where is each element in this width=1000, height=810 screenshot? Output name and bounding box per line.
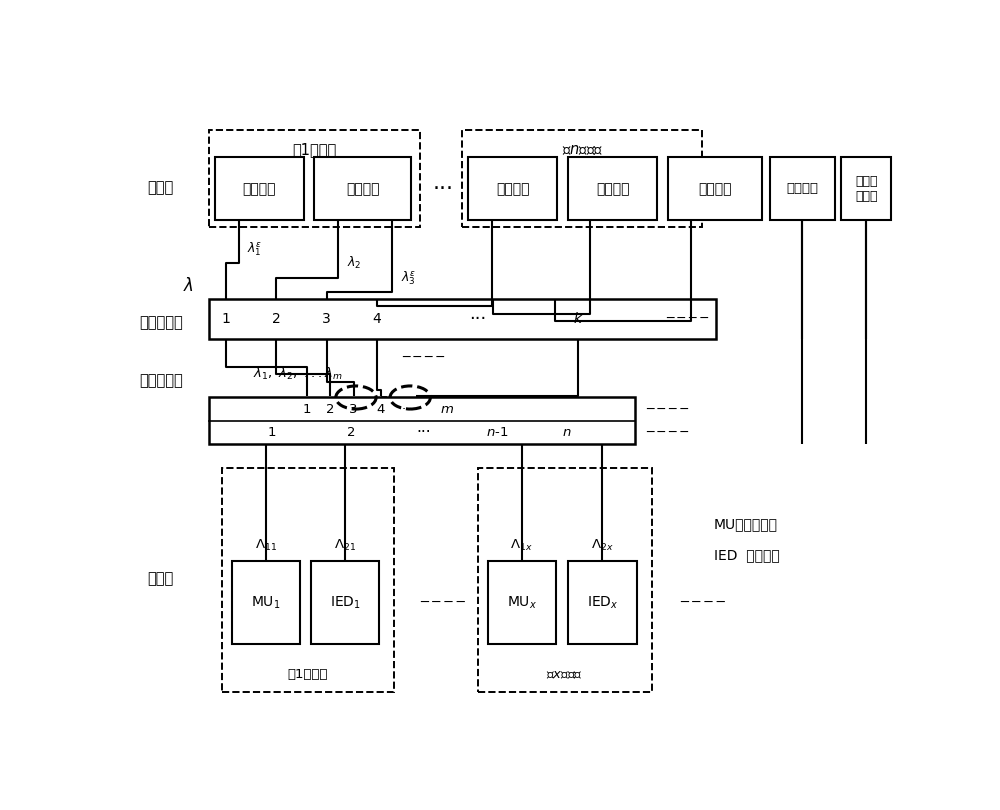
Text: 测控设备: 测控设备 xyxy=(596,181,630,196)
Text: ···: ··· xyxy=(402,403,414,416)
Text: $k$: $k$ xyxy=(573,312,584,326)
FancyBboxPatch shape xyxy=(222,468,394,692)
FancyBboxPatch shape xyxy=(215,157,304,220)
Text: IED$_1$: IED$_1$ xyxy=(330,594,361,611)
Text: 第$x$个间隔: 第$x$个间隔 xyxy=(546,668,583,681)
Text: $\lambda_3^{\varepsilon}$: $\lambda_3^{\varepsilon}$ xyxy=(401,270,416,287)
FancyBboxPatch shape xyxy=(209,398,635,444)
Text: 4: 4 xyxy=(377,403,385,416)
FancyBboxPatch shape xyxy=(841,157,891,220)
Text: ─ ─ ─ ─: ─ ─ ─ ─ xyxy=(666,313,708,326)
Text: ···: ··· xyxy=(416,424,431,440)
Text: $\Lambda_{11}$: $\Lambda_{11}$ xyxy=(255,538,277,553)
Text: 3: 3 xyxy=(349,403,358,416)
Text: 智能终端: 智能终端 xyxy=(698,181,732,196)
FancyBboxPatch shape xyxy=(668,157,762,220)
Text: IED$_x$: IED$_x$ xyxy=(587,594,618,611)
FancyBboxPatch shape xyxy=(314,157,411,220)
Text: $n$-1: $n$-1 xyxy=(486,425,508,439)
Text: 3: 3 xyxy=(322,312,331,326)
Text: MU$_x$: MU$_x$ xyxy=(507,594,537,611)
Text: 第1个间隔: 第1个间隔 xyxy=(288,668,328,681)
Text: 测控设备: 测控设备 xyxy=(346,181,379,196)
Text: 1: 1 xyxy=(221,312,230,326)
Text: 2: 2 xyxy=(272,312,280,326)
FancyBboxPatch shape xyxy=(488,561,556,644)
Text: IED  智能终端: IED 智能终端 xyxy=(714,548,780,562)
FancyBboxPatch shape xyxy=(462,130,702,227)
Text: ─: ─ xyxy=(380,393,386,403)
FancyBboxPatch shape xyxy=(770,157,835,220)
Text: 2: 2 xyxy=(326,403,335,416)
Text: ···: ··· xyxy=(469,310,486,328)
Text: ···: ··· xyxy=(432,179,453,198)
Text: 过程层: 过程层 xyxy=(148,571,174,586)
Text: $n$: $n$ xyxy=(562,425,572,439)
Text: $\lambda_2$: $\lambda_2$ xyxy=(347,254,361,271)
Text: 故障录
播设备: 故障录 播设备 xyxy=(855,175,878,202)
Text: ─ ─ ─ ─: ─ ─ ─ ─ xyxy=(402,351,444,364)
Text: 第$n$个间隔: 第$n$个间隔 xyxy=(562,142,603,157)
Text: $m$: $m$ xyxy=(440,403,454,416)
Text: ─ ─ ─ ─: ─ ─ ─ ─ xyxy=(646,425,688,439)
FancyBboxPatch shape xyxy=(568,157,657,220)
Text: 保护设备: 保护设备 xyxy=(496,181,530,196)
Text: MU$_1$: MU$_1$ xyxy=(251,594,281,611)
FancyBboxPatch shape xyxy=(568,561,637,644)
FancyBboxPatch shape xyxy=(209,299,716,339)
Text: $\lambda_1^{\varepsilon}$: $\lambda_1^{\varepsilon}$ xyxy=(247,241,263,258)
Text: 保护设备: 保护设备 xyxy=(243,181,276,196)
Text: $\Lambda_{2x}$: $\Lambda_{2x}$ xyxy=(591,538,614,553)
Text: 光接入节点: 光接入节点 xyxy=(139,373,183,388)
Text: ─ ─ ─ ─: ─ ─ ─ ─ xyxy=(680,596,725,609)
Text: 1: 1 xyxy=(303,403,311,416)
Text: 光分配节点: 光分配节点 xyxy=(139,315,183,330)
Text: 2: 2 xyxy=(347,425,356,439)
Text: $\lambda_1,\ \lambda_2,\ ...\lambda_m$: $\lambda_1,\ \lambda_2,\ ...\lambda_m$ xyxy=(253,366,342,382)
Text: ─ ─ ─ ─: ─ ─ ─ ─ xyxy=(420,596,465,609)
Text: $\Lambda_{21}$: $\Lambda_{21}$ xyxy=(334,538,356,553)
FancyBboxPatch shape xyxy=(478,468,652,692)
Text: ─ ─ ─ ─: ─ ─ ─ ─ xyxy=(646,403,688,416)
Text: 间隔层: 间隔层 xyxy=(148,180,174,194)
Text: $\lambda$: $\lambda$ xyxy=(183,277,194,295)
Text: 1: 1 xyxy=(268,425,276,439)
Text: $\Lambda_{1x}$: $\Lambda_{1x}$ xyxy=(510,538,533,553)
Text: 母差保护: 母差保护 xyxy=(786,182,818,195)
FancyBboxPatch shape xyxy=(468,157,557,220)
FancyBboxPatch shape xyxy=(232,561,300,644)
FancyBboxPatch shape xyxy=(311,561,379,644)
Text: MU：合并单元: MU：合并单元 xyxy=(714,518,778,531)
Text: 4: 4 xyxy=(372,312,381,326)
Text: 第1个间隔: 第1个间隔 xyxy=(292,142,336,157)
FancyBboxPatch shape xyxy=(209,130,420,227)
